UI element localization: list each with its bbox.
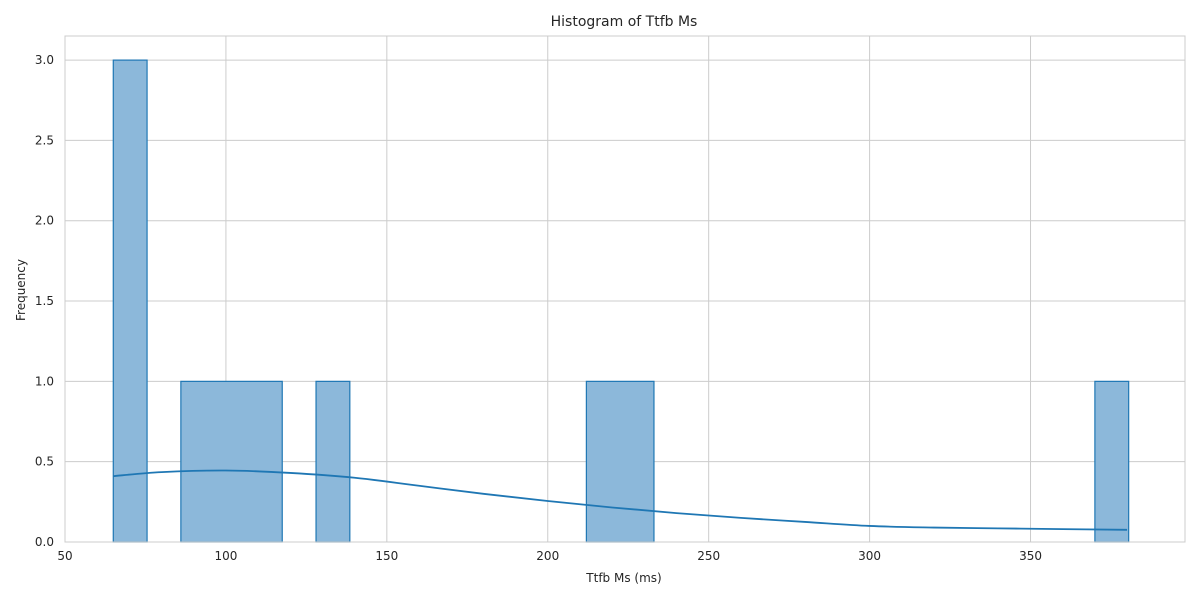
y-tick-label: 1.0: [35, 374, 54, 388]
y-tick-label: 2.5: [35, 133, 54, 147]
plot-frame: [64, 35, 1186, 543]
x-tick-label: 300: [858, 549, 881, 563]
y-tick-label: 0.0: [35, 535, 54, 549]
y-tick-label: 0.5: [35, 455, 54, 469]
histogram-bar: [585, 380, 655, 543]
histogram-bar: [180, 380, 283, 543]
y-tick-label: 3.0: [35, 53, 54, 67]
histogram-bar: [315, 380, 351, 543]
x-tick-label: 350: [1019, 549, 1042, 563]
y-tick-label: 2.0: [35, 214, 54, 228]
x-axis-ticks: 50 100 150 200 250 300 350: [57, 549, 1042, 563]
x-tick-label: 200: [536, 549, 559, 563]
x-tick-label: 250: [697, 549, 720, 563]
y-axis-ticks: 0.0 0.5 1.0 1.5 2.0 2.5 3.0: [35, 53, 54, 549]
x-tick-label: 50: [57, 549, 72, 563]
x-tick-label: 100: [214, 549, 237, 563]
histogram-bar: [112, 59, 148, 543]
histogram-bars: [112, 59, 1130, 543]
x-axis-label: Ttfb Ms (ms): [585, 571, 661, 585]
x-tick-label: 150: [375, 549, 398, 563]
kde-curve-layer: [113, 469, 1128, 531]
y-axis-label: Frequency: [14, 259, 28, 321]
chart-title: Histogram of Ttfb Ms: [551, 14, 698, 30]
kde-curve: [113, 469, 1128, 531]
plot-border: [64, 35, 1186, 543]
histogram-bar: [1094, 380, 1130, 543]
y-tick-label: 1.5: [35, 294, 54, 308]
grid-lines: [64, 36, 1185, 543]
